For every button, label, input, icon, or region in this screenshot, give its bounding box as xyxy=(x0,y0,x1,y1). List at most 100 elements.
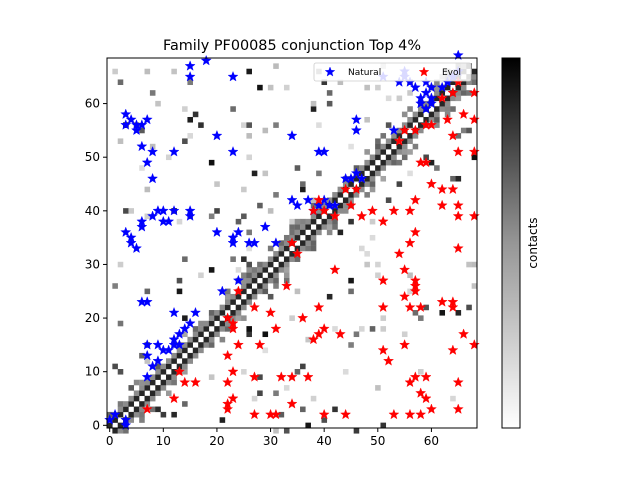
heatmap-cell xyxy=(407,138,413,144)
heatmap-cell xyxy=(267,245,274,252)
heatmap-cell xyxy=(182,256,188,262)
heatmap-cell xyxy=(294,165,301,171)
heatmap-cell xyxy=(246,154,252,161)
point-natural xyxy=(232,274,244,286)
point-natural xyxy=(147,360,159,372)
heatmap-cell xyxy=(262,170,269,177)
heatmap-cell xyxy=(267,272,274,279)
heatmap-cell xyxy=(246,277,252,284)
chart-title: Family PF00085 conjunction Top 4% xyxy=(163,38,421,54)
heatmap-cell xyxy=(273,192,279,198)
point-evol xyxy=(248,301,260,313)
heatmap-cell xyxy=(133,395,140,402)
point-natural xyxy=(168,333,180,345)
heatmap-cell xyxy=(251,293,258,300)
heatmap-cell xyxy=(283,267,290,273)
heatmap-cell xyxy=(117,369,124,375)
point-evol xyxy=(436,199,448,211)
point-evol xyxy=(232,285,244,296)
heatmap-cell xyxy=(412,111,419,118)
point-natural xyxy=(184,317,196,329)
heatmap-cell xyxy=(267,84,274,91)
point-evol xyxy=(404,301,416,313)
point-evol xyxy=(425,178,437,189)
heatmap-cell xyxy=(171,374,177,380)
heatmap-cell xyxy=(401,138,408,144)
heatmap-cell xyxy=(332,224,338,230)
heatmap-cell xyxy=(139,417,145,423)
point-natural xyxy=(216,285,228,296)
heatmap-cell xyxy=(262,277,269,284)
heatmap-cell xyxy=(326,224,333,230)
heatmap-cell xyxy=(241,283,247,289)
heatmap-cell xyxy=(192,111,199,118)
colorbar xyxy=(501,57,521,429)
heatmap-cell xyxy=(273,63,279,69)
heatmap-cell xyxy=(112,68,118,75)
point-evol xyxy=(313,194,325,205)
heatmap-cell xyxy=(375,143,381,150)
heatmap-cell xyxy=(257,283,263,289)
point-evol xyxy=(452,403,464,414)
heatmap-cell xyxy=(391,133,397,139)
heatmap-cell xyxy=(187,352,193,359)
heatmap-cell xyxy=(182,401,188,407)
heatmap-cell xyxy=(321,218,328,225)
heatmap-cell xyxy=(128,417,135,423)
heatmap-cell xyxy=(283,234,290,241)
heatmap-cell xyxy=(182,138,188,144)
heatmap-cell xyxy=(342,369,349,375)
point-evol xyxy=(425,403,437,414)
heatmap-cell xyxy=(455,310,462,316)
point-natural xyxy=(163,344,175,355)
heatmap-cell xyxy=(273,428,279,434)
point-evol xyxy=(232,339,244,350)
point-evol xyxy=(307,333,319,345)
heatmap-cell xyxy=(369,159,376,166)
heatmap-cell xyxy=(375,261,381,268)
heatmap-cell xyxy=(348,342,354,348)
point-natural xyxy=(211,226,223,237)
heatmap-cell xyxy=(139,352,145,359)
y-tick-label: 60 xyxy=(85,97,100,111)
heatmap-cell xyxy=(278,261,285,268)
point-evol xyxy=(399,290,411,302)
heatmap-cell xyxy=(310,240,317,246)
heatmap-cell xyxy=(267,256,274,262)
heatmap-cell xyxy=(450,95,456,102)
point-evol xyxy=(270,323,282,334)
heatmap-cell xyxy=(321,417,328,423)
heatmap-cell xyxy=(471,79,478,86)
point-evol xyxy=(468,87,480,98)
heatmap-cell xyxy=(117,428,124,434)
point-natural xyxy=(152,355,164,366)
heatmap-cell xyxy=(117,406,124,413)
heatmap-cell xyxy=(230,293,236,300)
heatmap-cell xyxy=(348,277,354,284)
heatmap-cell xyxy=(219,417,226,423)
point-natural xyxy=(227,146,239,157)
heatmap-cell xyxy=(283,84,290,91)
heatmap-cell xyxy=(128,401,135,407)
heatmap-cell xyxy=(444,84,451,91)
heatmap-cell xyxy=(407,272,413,279)
heatmap-cell xyxy=(300,229,306,236)
heatmap-cell xyxy=(160,363,167,370)
point-evol xyxy=(447,344,459,355)
heatmap-cell xyxy=(182,331,188,338)
heatmap-cell xyxy=(144,68,151,75)
point-natural xyxy=(120,119,132,130)
heatmap-cell xyxy=(171,411,177,418)
point-evol xyxy=(318,408,330,420)
heatmap-cell xyxy=(246,133,252,139)
x-tick-label: 0 xyxy=(106,434,114,448)
heatmap-cell xyxy=(117,79,124,86)
heatmap-cell xyxy=(380,315,387,321)
heatmap-cell xyxy=(294,369,301,375)
point-natural xyxy=(291,199,303,211)
heatmap-cell xyxy=(385,154,392,161)
heatmap-cell xyxy=(434,90,440,96)
point-evol xyxy=(452,146,464,157)
x-tick-label: 40 xyxy=(317,434,332,448)
heatmap-cell xyxy=(208,320,215,327)
